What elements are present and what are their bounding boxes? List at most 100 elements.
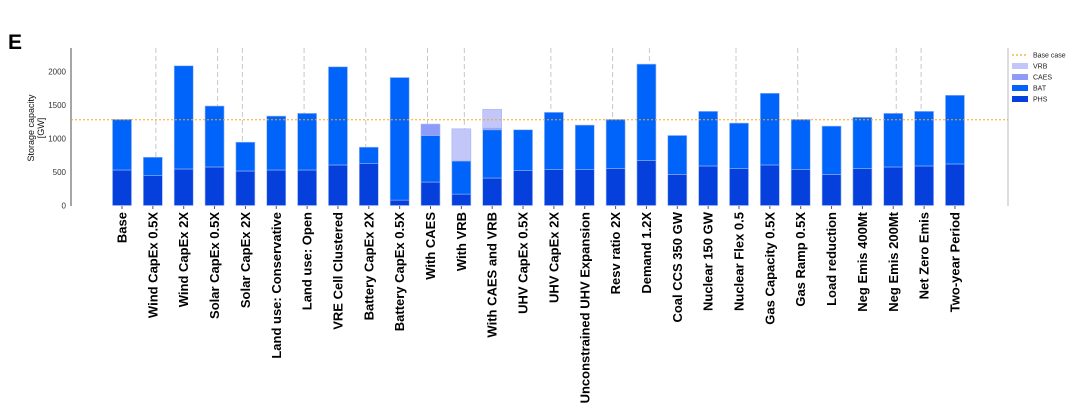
legend-label: CAES bbox=[1033, 75, 1052, 82]
bar-bat bbox=[914, 111, 934, 167]
x-tick-label: Demand 1.2X bbox=[639, 212, 654, 294]
bar-stack bbox=[420, 123, 441, 206]
bar-stack bbox=[112, 119, 132, 206]
bar-stack bbox=[389, 77, 410, 206]
bar-stack bbox=[945, 94, 965, 206]
bar-bat bbox=[143, 156, 163, 176]
bar-phs bbox=[821, 174, 842, 206]
x-tick-label: Solar CapEx 2X bbox=[238, 212, 253, 308]
bar-stack bbox=[451, 128, 472, 206]
bar-phs bbox=[451, 193, 472, 206]
bar-stack bbox=[883, 113, 904, 206]
bar-bat bbox=[544, 112, 564, 170]
bar-phs bbox=[852, 168, 873, 206]
bar-bat bbox=[698, 111, 718, 167]
bar-stack bbox=[760, 92, 780, 206]
bar-phs bbox=[389, 199, 410, 206]
bar-phs bbox=[266, 169, 287, 206]
bar-stack bbox=[482, 109, 503, 206]
x-tick-label: With CAES bbox=[423, 212, 438, 280]
x-tick-label: Battery CapEx 2X bbox=[361, 212, 376, 321]
legend-label: Base case bbox=[1033, 53, 1066, 60]
x-tick-label: Coal CCS 350 GW bbox=[670, 211, 685, 322]
bar-bat bbox=[173, 65, 194, 170]
bar-phs bbox=[112, 169, 132, 206]
bar-phs bbox=[513, 170, 533, 206]
legend-swatch-bat bbox=[1012, 85, 1028, 91]
bar-bat bbox=[945, 94, 965, 165]
bar-phs bbox=[204, 166, 225, 206]
bar-vrb bbox=[482, 109, 503, 129]
x-tick-label: Neg Emis 400Mt bbox=[855, 211, 870, 311]
bar-phs bbox=[605, 168, 626, 206]
bar-stack bbox=[914, 111, 934, 206]
legend-swatch-vrb bbox=[1012, 63, 1028, 69]
x-tick-label: Neg Emis 200Mt bbox=[886, 211, 901, 311]
bar-stack bbox=[852, 117, 873, 206]
bar-bat bbox=[235, 141, 256, 172]
bar-phs bbox=[544, 169, 564, 206]
bar-bat bbox=[451, 160, 472, 195]
x-tick-label: Net Zero Emis bbox=[917, 212, 932, 299]
y-tick-label: 500 bbox=[53, 168, 67, 177]
x-tick-label: Gas Capacity 0.5X bbox=[762, 212, 777, 325]
bar-bat bbox=[358, 146, 379, 164]
y-axis-title: Storage capacity bbox=[26, 94, 36, 162]
bar-stack bbox=[729, 122, 749, 206]
bar-stack bbox=[173, 65, 194, 206]
bar-phs bbox=[729, 168, 749, 206]
bar-vrb bbox=[451, 128, 472, 162]
bar-stack bbox=[821, 125, 842, 206]
y-axis-unit: [GW] bbox=[36, 118, 46, 139]
bar-stack bbox=[358, 146, 379, 206]
x-tick-label: Resv ratio 2X bbox=[608, 212, 623, 295]
bar-bat bbox=[605, 119, 626, 169]
legend: Base case VRB CAES BAT PHS bbox=[1012, 53, 1066, 104]
x-tick-label: Solar CapEx 0.5X bbox=[207, 212, 222, 319]
bar-phs bbox=[235, 170, 256, 206]
x-tick-label: UHV CapEx 2X bbox=[546, 212, 561, 303]
bar-phs bbox=[636, 160, 657, 206]
bar-phs bbox=[328, 164, 348, 206]
legend-label: VRB bbox=[1033, 64, 1048, 71]
x-tick-label: Two-year Period bbox=[947, 212, 962, 312]
y-tick-label: 1000 bbox=[48, 135, 66, 144]
bar-bat bbox=[667, 135, 688, 175]
x-tick-label: Battery CapEx 0.5X bbox=[392, 212, 407, 332]
x-tick-label: Nuclear Flex 0.5 bbox=[732, 212, 747, 311]
x-tick-label: Unconstrained UHV Expansion bbox=[577, 212, 592, 403]
bar-bat bbox=[574, 124, 595, 170]
bar-stack bbox=[143, 156, 163, 206]
bar-stack bbox=[698, 111, 718, 206]
bar-bat bbox=[482, 129, 503, 179]
bar-bat bbox=[420, 135, 441, 183]
x-tick-label: Gas Ramp 0.5X bbox=[793, 212, 808, 307]
y-tick-label: 2000 bbox=[48, 68, 66, 77]
bar-phs bbox=[883, 166, 904, 206]
bar-bat bbox=[790, 119, 811, 170]
legend-swatch-phs bbox=[1012, 96, 1028, 102]
x-tick-label: Land use: Open bbox=[300, 212, 315, 310]
bar-phs bbox=[574, 169, 595, 206]
x-tick-label: Load reduction bbox=[824, 212, 839, 306]
bar-bat bbox=[729, 122, 749, 169]
legend-swatch-caes bbox=[1012, 74, 1028, 80]
x-tick-label: Land use: Conservative bbox=[269, 212, 284, 359]
bar-stack bbox=[574, 124, 595, 206]
bar-bat bbox=[328, 66, 348, 166]
bar-stack bbox=[513, 129, 533, 206]
legend-label: PHS bbox=[1033, 97, 1048, 104]
bar-bat bbox=[636, 63, 657, 161]
legend-label: BAT bbox=[1033, 86, 1047, 93]
bar-phs bbox=[945, 163, 965, 206]
bar-bat bbox=[297, 113, 317, 171]
bar-stack bbox=[328, 66, 348, 206]
x-tick-label: Wind CapEx 2X bbox=[176, 212, 191, 308]
bar-phs bbox=[914, 165, 934, 206]
bar-bat bbox=[389, 77, 410, 201]
bar-bat bbox=[112, 119, 132, 171]
bar-bat bbox=[266, 115, 287, 171]
y-tick-label: 1500 bbox=[48, 101, 66, 110]
bar-stack bbox=[266, 115, 287, 206]
